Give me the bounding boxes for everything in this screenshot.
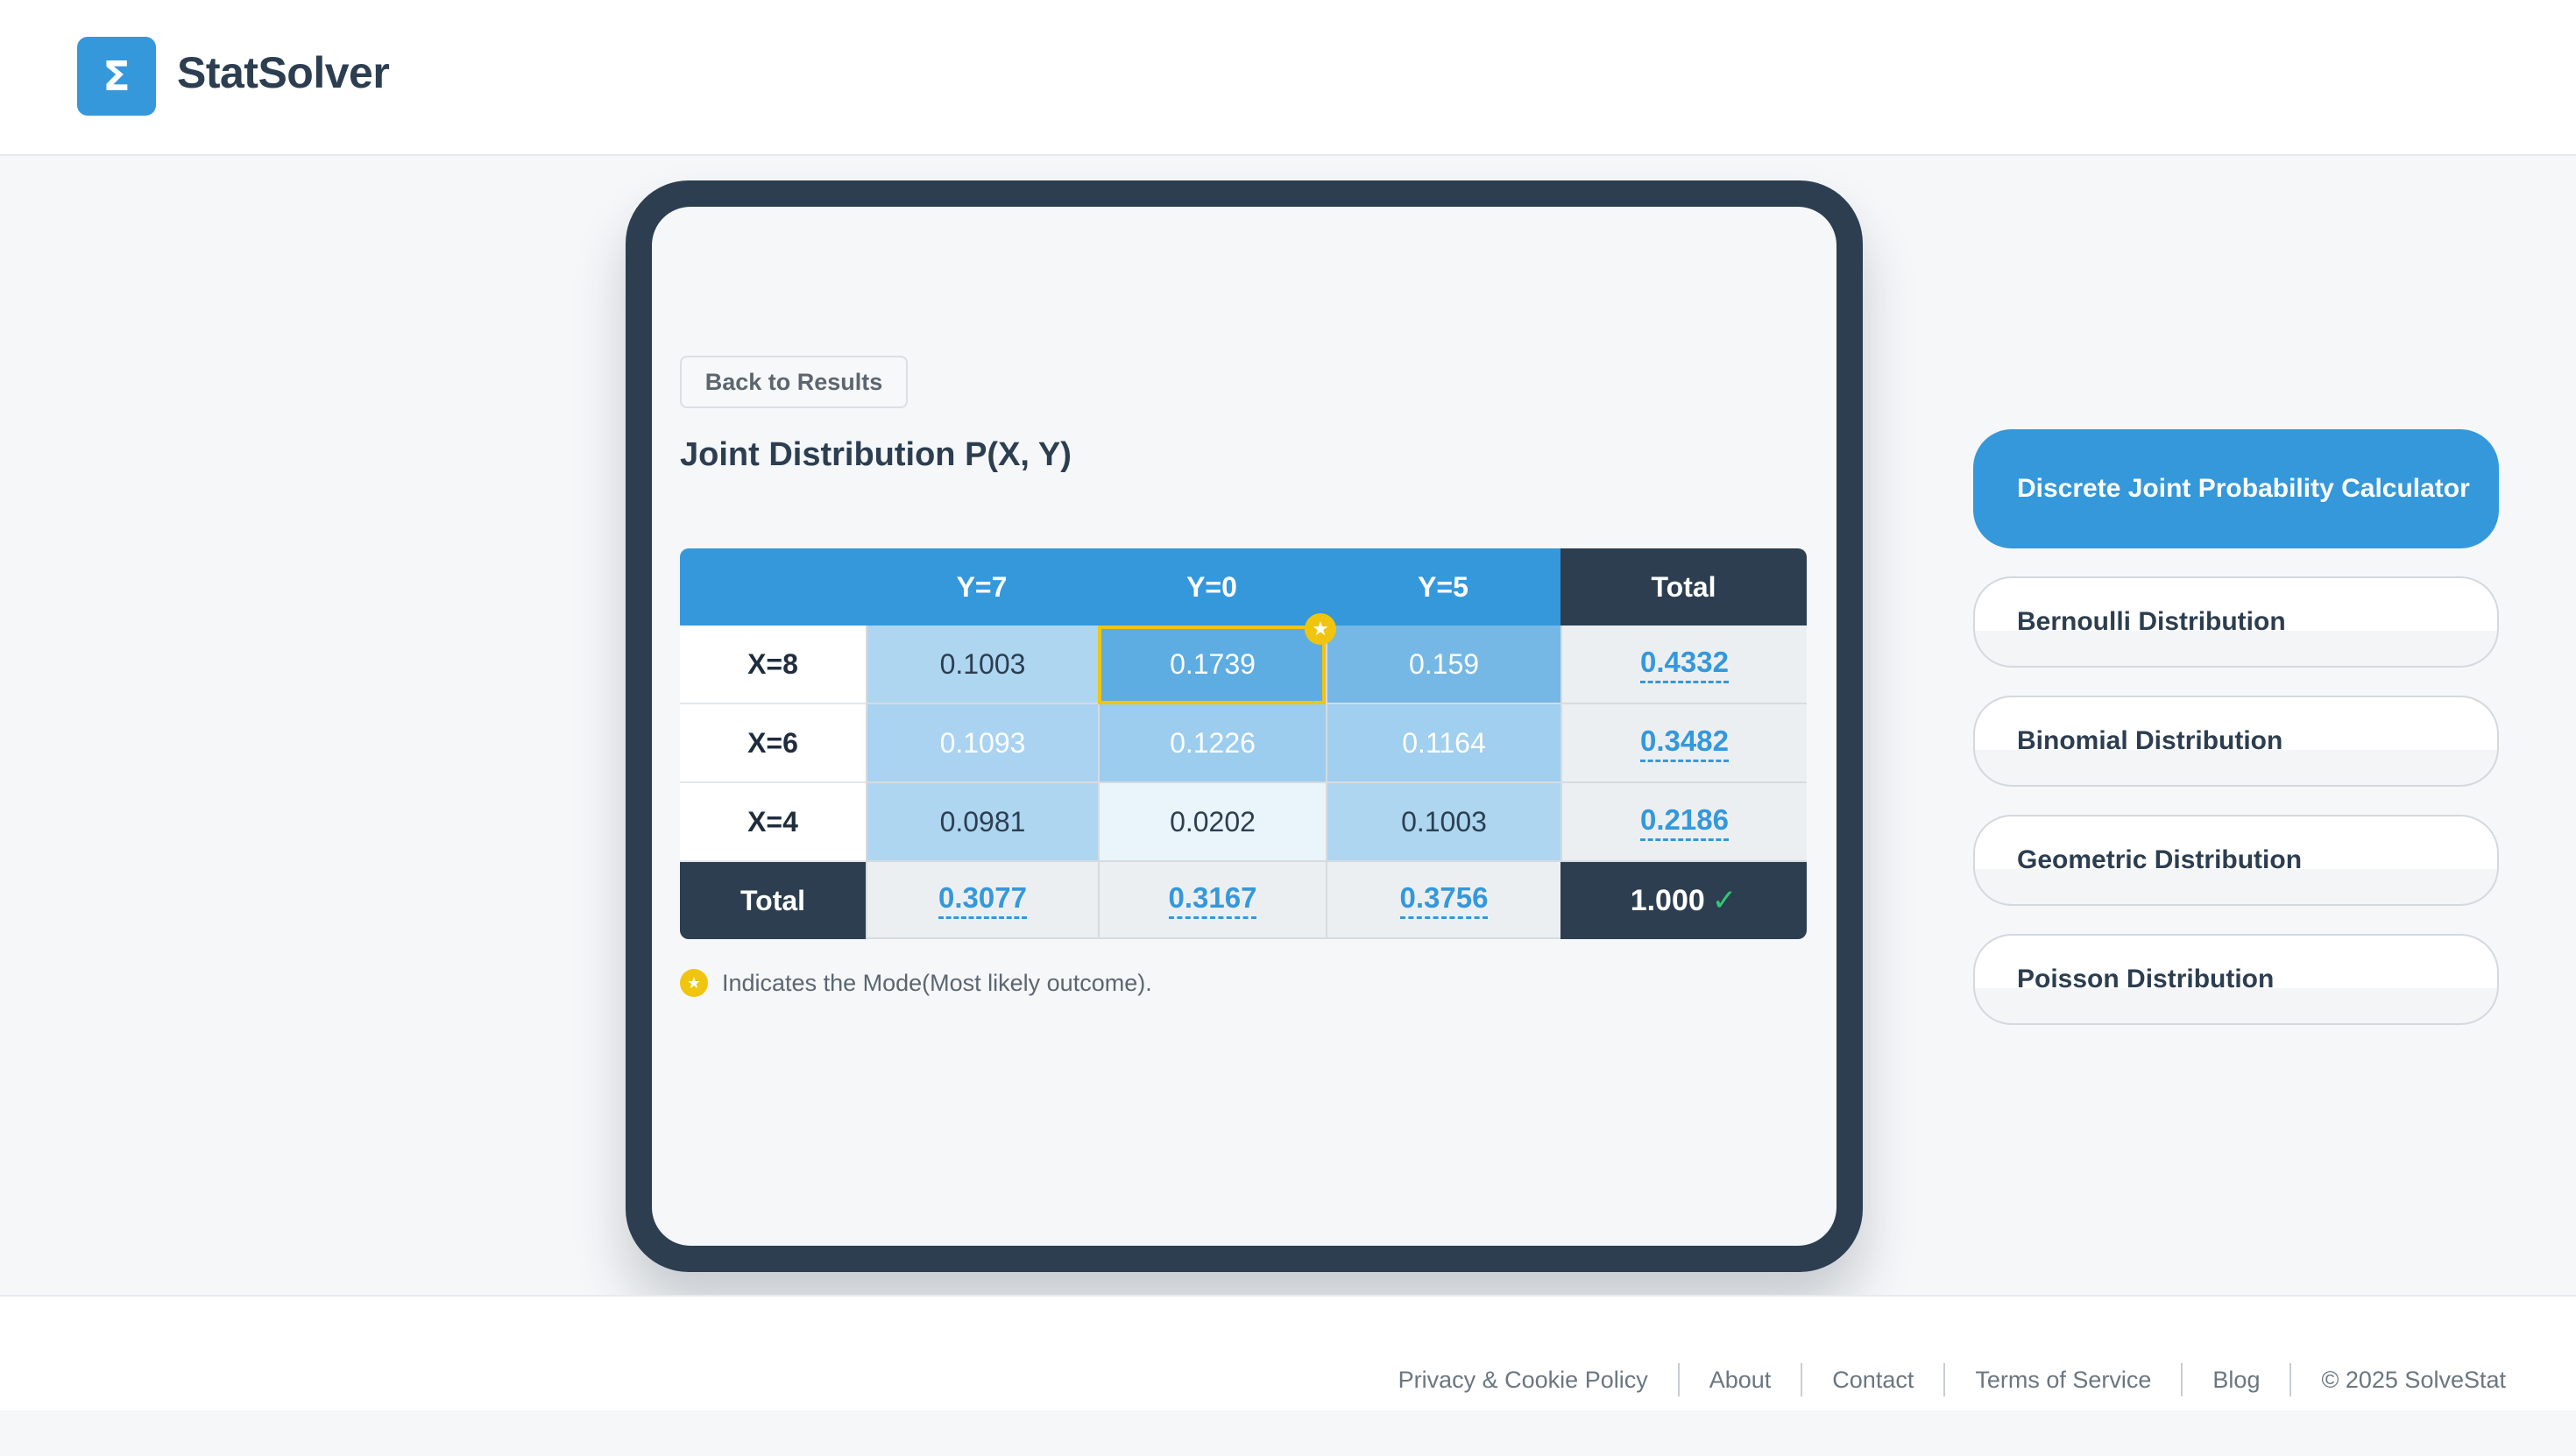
sidebar-item-binomial[interactable]: Binomial Distribution xyxy=(1973,696,2499,787)
probability-value: 0.1739 xyxy=(1170,647,1256,680)
footer-link-about[interactable]: About xyxy=(1709,1366,1772,1393)
mode-legend: ★ Indicates the Mode(Most likely outcome… xyxy=(680,969,1152,997)
column-header: Y=5 xyxy=(1326,548,1560,626)
column-total-link[interactable]: 0.3756 xyxy=(1399,881,1489,919)
sidebar-item-poisson[interactable]: Poisson Distribution xyxy=(1973,934,2499,1025)
row-total-cell: 0.3482 xyxy=(1560,704,1807,783)
row-total-cell: 0.2186 xyxy=(1560,783,1807,862)
probability-cell-mode: 0.1739 ★ xyxy=(1098,613,1336,704)
grand-total-value: 1.000 xyxy=(1630,883,1705,917)
column-header: Y=7 xyxy=(866,548,1098,626)
column-total-cell: 0.3167 xyxy=(1098,862,1326,939)
probability-cell: 0.0981 xyxy=(866,783,1098,862)
probability-cell: 0.1003 xyxy=(866,626,1098,704)
footer-links: Privacy & Cookie Policy About Contact Te… xyxy=(1398,1363,2506,1396)
footer-divider xyxy=(2289,1363,2292,1396)
column-total-link[interactable]: 0.3167 xyxy=(1168,881,1257,919)
sidebar-item-discrete-joint-probability[interactable]: Discrete Joint Probability Calculator xyxy=(1973,429,2499,548)
column-total-cell: 0.3077 xyxy=(866,862,1098,939)
sidebar-item-geometric[interactable]: Geometric Distribution xyxy=(1973,815,2499,906)
grand-total-cell: 1.000 ✓ xyxy=(1560,862,1807,939)
sigma-logo-icon[interactable]: Σ xyxy=(77,37,156,116)
total-row-header: Total xyxy=(680,862,866,939)
footer-divider xyxy=(1677,1363,1680,1396)
joint-distribution-table: Y=7 Y=0 Y=5 Total X=8 0.1003 0.1739 ★ 0.… xyxy=(680,548,1807,939)
footer-link-contact[interactable]: Contact xyxy=(1832,1366,1914,1393)
row-header: X=6 xyxy=(680,704,866,783)
total-column-header: Total xyxy=(1560,548,1807,626)
probability-cell: 0.0202 xyxy=(1098,783,1326,862)
footer-link-privacy[interactable]: Privacy & Cookie Policy xyxy=(1398,1366,1648,1393)
star-icon: ★ xyxy=(680,969,708,997)
row-total-cell: 0.4332 xyxy=(1560,626,1807,704)
row-header: X=4 xyxy=(680,783,866,862)
row-total-link[interactable]: 0.3482 xyxy=(1640,724,1729,762)
site-header: Σ StatSolver xyxy=(0,0,2576,156)
footer-divider xyxy=(1801,1363,1803,1396)
footer-link-blog[interactable]: Blog xyxy=(2212,1366,2261,1393)
footer-link-terms[interactable]: Terms of Service xyxy=(1975,1366,2152,1393)
row-total-link[interactable]: 0.4332 xyxy=(1640,646,1729,683)
probability-cell: 0.1226 xyxy=(1098,704,1326,783)
panel-title: Joint Distribution P(X, Y) xyxy=(680,436,1072,473)
row-header: X=8 xyxy=(680,626,866,704)
tablet-frame: Back to Results Joint Distribution P(X, … xyxy=(626,180,1863,1272)
tablet-screen: Back to Results Joint Distribution P(X, … xyxy=(652,207,1836,1246)
probability-cell: 0.159 xyxy=(1326,626,1560,704)
column-total-link[interactable]: 0.3077 xyxy=(938,881,1027,919)
probability-cell: 0.1003 xyxy=(1326,783,1560,862)
footer-divider xyxy=(2181,1363,2183,1396)
table-corner-cell xyxy=(680,548,866,626)
footer-divider xyxy=(1943,1363,1946,1396)
probability-cell: 0.1093 xyxy=(866,704,1098,783)
sidebar-item-bernoulli[interactable]: Bernoulli Distribution xyxy=(1973,576,2499,668)
site-footer: Privacy & Cookie Policy About Contact Te… xyxy=(0,1295,2576,1410)
column-total-cell: 0.3756 xyxy=(1326,862,1560,939)
row-total-link[interactable]: 0.2186 xyxy=(1640,803,1729,841)
copyright-text: © 2025 SolveStat xyxy=(2321,1366,2506,1393)
mode-star-icon: ★ xyxy=(1305,613,1336,645)
brand-name[interactable]: StatSolver xyxy=(177,48,390,97)
checkmark-icon: ✓ xyxy=(1711,884,1737,917)
probability-cell: 0.1164 xyxy=(1326,704,1560,783)
column-header: Y=0 xyxy=(1098,548,1326,626)
legend-text: Indicates the Mode(Most likely outcome). xyxy=(722,969,1152,996)
back-to-results-button[interactable]: Back to Results xyxy=(680,356,908,408)
